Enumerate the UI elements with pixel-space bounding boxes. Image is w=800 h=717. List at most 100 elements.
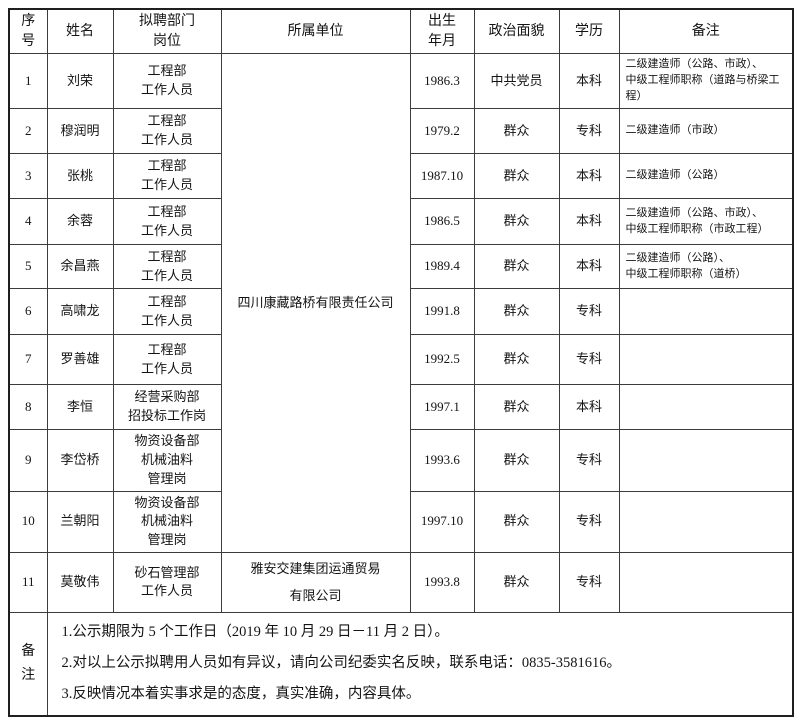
cell-name: 余蓉 (46, 198, 114, 245)
cell-position: 砂石管理部 工作人员 (112, 552, 222, 613)
cell-education: 本科 (558, 244, 620, 289)
table-row: 6 高啸龙 工程部 工作人员 1991.8 群众 专科 (8, 288, 794, 335)
cell-political: 群众 (473, 108, 560, 154)
table-row: 5 余昌燕 工程部 工作人员 1989.4 群众 本科 二级建造师（公路）、 中… (8, 244, 794, 289)
cell-remark (618, 490, 794, 554)
cell-education: 本科 (558, 384, 620, 430)
cell-political: 群众 (473, 334, 560, 385)
cell-serial: 11 (8, 552, 48, 613)
cell-serial: 5 (8, 244, 48, 289)
cell-serial: 1 (8, 53, 48, 109)
cell-position: 工程部 工作人员 (112, 288, 222, 335)
footer-note-line: 2.对以上公示拟聘用人员如有异议，请向公司纪委实名反映，联系电话：0835-35… (61, 655, 621, 672)
cell-serial: 2 (8, 108, 48, 154)
table-header-row: 序 号 姓名 拟聘部门 岗位 所属单位 出生 年月 政治面貌 学历 备注 (8, 8, 794, 55)
cell-education: 本科 (558, 53, 620, 109)
cell-remark (618, 552, 794, 613)
header-name: 姓名 (46, 8, 114, 55)
header-political: 政治面貌 (473, 8, 560, 55)
cell-serial: 8 (8, 384, 48, 430)
cell-position: 物资设备部 机械油料 管理岗 (112, 490, 222, 554)
cell-position: 经营采购部 招投标工作岗 (112, 384, 222, 430)
table-row: 2 穆润明 工程部 工作人员 1979.2 群众 专科 二级建造师（市政） (8, 108, 794, 154)
header-position: 拟聘部门 岗位 (112, 8, 222, 55)
cell-name: 余昌燕 (46, 244, 114, 289)
table-row: 1 刘荣 工程部 工作人员 四川康藏路桥有限责任公司 1986.3 中共党员 本… (8, 53, 794, 554)
cell-serial: 3 (8, 153, 48, 199)
cell-political: 中共党员 (473, 53, 560, 109)
header-serial: 序 号 (8, 8, 48, 55)
cell-name: 刘荣 (46, 53, 114, 109)
cell-serial: 6 (8, 288, 48, 335)
cell-political: 群众 (473, 552, 560, 613)
cell-serial: 7 (8, 334, 48, 385)
cell-remark: 二级建造师（公路、市政）、 中级工程师职称（道路与桥梁工程） (618, 53, 794, 109)
table-row: 3 张桃 工程部 工作人员 1987.10 群众 本科 二级建造师（公路） (8, 153, 794, 199)
cell-serial: 4 (8, 198, 48, 245)
table-row: 8 李恒 经营采购部 招投标工作岗 1997.1 群众 本科 (8, 384, 794, 430)
cell-position: 工程部 工作人员 (112, 153, 222, 199)
cell-name: 李恒 (46, 384, 114, 430)
cell-political: 群众 (473, 198, 560, 245)
table-row: 4 余蓉 工程部 工作人员 1986.5 群众 本科 二级建造师（公路、市政）、… (8, 198, 794, 245)
cell-birth: 1992.5 (409, 334, 475, 385)
cell-name: 李岱桥 (46, 429, 114, 492)
cell-unit: 雅安交建集团运通贸易 有限公司 (220, 552, 411, 613)
footer-note-line: 1.公示期限为 5 个工作日（2019 年 10 月 29 日－11 月 2 日… (61, 624, 449, 641)
cell-position: 工程部 工作人员 (112, 334, 222, 385)
table-row: 7 罗善雄 工程部 工作人员 1992.5 群众 专科 (8, 334, 794, 385)
header-birth: 出生 年月 (409, 8, 475, 55)
cell-birth: 1993.8 (409, 552, 475, 613)
footer-notes: 1.公示期限为 5 个工作日（2019 年 10 月 29 日－11 月 2 日… (46, 611, 794, 717)
cell-political: 群众 (473, 153, 560, 199)
footer-note-line: 3.反映情况本着实事求是的态度，真实准确，内容具体。 (61, 686, 421, 703)
cell-education: 专科 (558, 334, 620, 385)
cell-political: 群众 (473, 244, 560, 289)
header-unit: 所属单位 (220, 8, 411, 55)
cell-education: 本科 (558, 198, 620, 245)
cell-remark (618, 288, 794, 335)
cell-education: 专科 (558, 108, 620, 154)
cell-birth: 1979.2 (409, 108, 475, 154)
cell-birth: 1993.6 (409, 429, 475, 492)
cell-birth: 1987.10 (409, 153, 475, 199)
cell-education: 专科 (558, 429, 620, 492)
header-remark: 备注 (618, 8, 794, 55)
cell-remark: 二级建造师（公路） (618, 153, 794, 199)
cell-position: 物资设备部 机械油料 管理岗 (112, 429, 222, 492)
cell-name: 穆润明 (46, 108, 114, 154)
recruitment-publicity-table: 序 号 姓名 拟聘部门 岗位 所属单位 出生 年月 政治面貌 学历 备注 1 刘… (8, 8, 794, 717)
cell-remark (618, 384, 794, 430)
footer-label: 备注 (8, 611, 48, 717)
cell-birth: 1986.3 (409, 53, 475, 109)
cell-name: 莫敬伟 (46, 552, 114, 613)
cell-birth: 1997.10 (409, 490, 475, 554)
footer-label-text: 备注 (21, 644, 36, 683)
cell-name: 高啸龙 (46, 288, 114, 335)
cell-education: 专科 (558, 490, 620, 554)
cell-position: 工程部 工作人员 (112, 53, 222, 109)
cell-remark: 二级建造师（市政） (618, 108, 794, 154)
cell-birth: 1989.4 (409, 244, 475, 289)
table-row: 10 兰朝阳 物资设备部 机械油料 管理岗 1997.10 群众 专科 (8, 490, 794, 554)
cell-birth: 1991.8 (409, 288, 475, 335)
cell-serial: 9 (8, 429, 48, 492)
cell-remark: 二级建造师（公路、市政）、 中级工程师职称（市政工程） (618, 198, 794, 245)
cell-unit-merged: 四川康藏路桥有限责任公司 (220, 53, 411, 554)
cell-education: 本科 (558, 153, 620, 199)
cell-serial: 10 (8, 490, 48, 554)
cell-education: 专科 (558, 288, 620, 335)
footer-row: 备注 1.公示期限为 5 个工作日（2019 年 10 月 29 日－11 月 … (8, 611, 794, 717)
cell-political: 群众 (473, 490, 560, 554)
cell-name: 罗善雄 (46, 334, 114, 385)
cell-birth: 1997.1 (409, 384, 475, 430)
cell-remark (618, 334, 794, 385)
cell-name: 兰朝阳 (46, 490, 114, 554)
cell-political: 群众 (473, 384, 560, 430)
table-row: 9 李岱桥 物资设备部 机械油料 管理岗 1993.6 群众 专科 (8, 429, 794, 492)
cell-birth: 1986.5 (409, 198, 475, 245)
cell-education: 专科 (558, 552, 620, 613)
cell-remark: 二级建造师（公路）、 中级工程师职称（道桥） (618, 244, 794, 289)
cell-name: 张桃 (46, 153, 114, 199)
